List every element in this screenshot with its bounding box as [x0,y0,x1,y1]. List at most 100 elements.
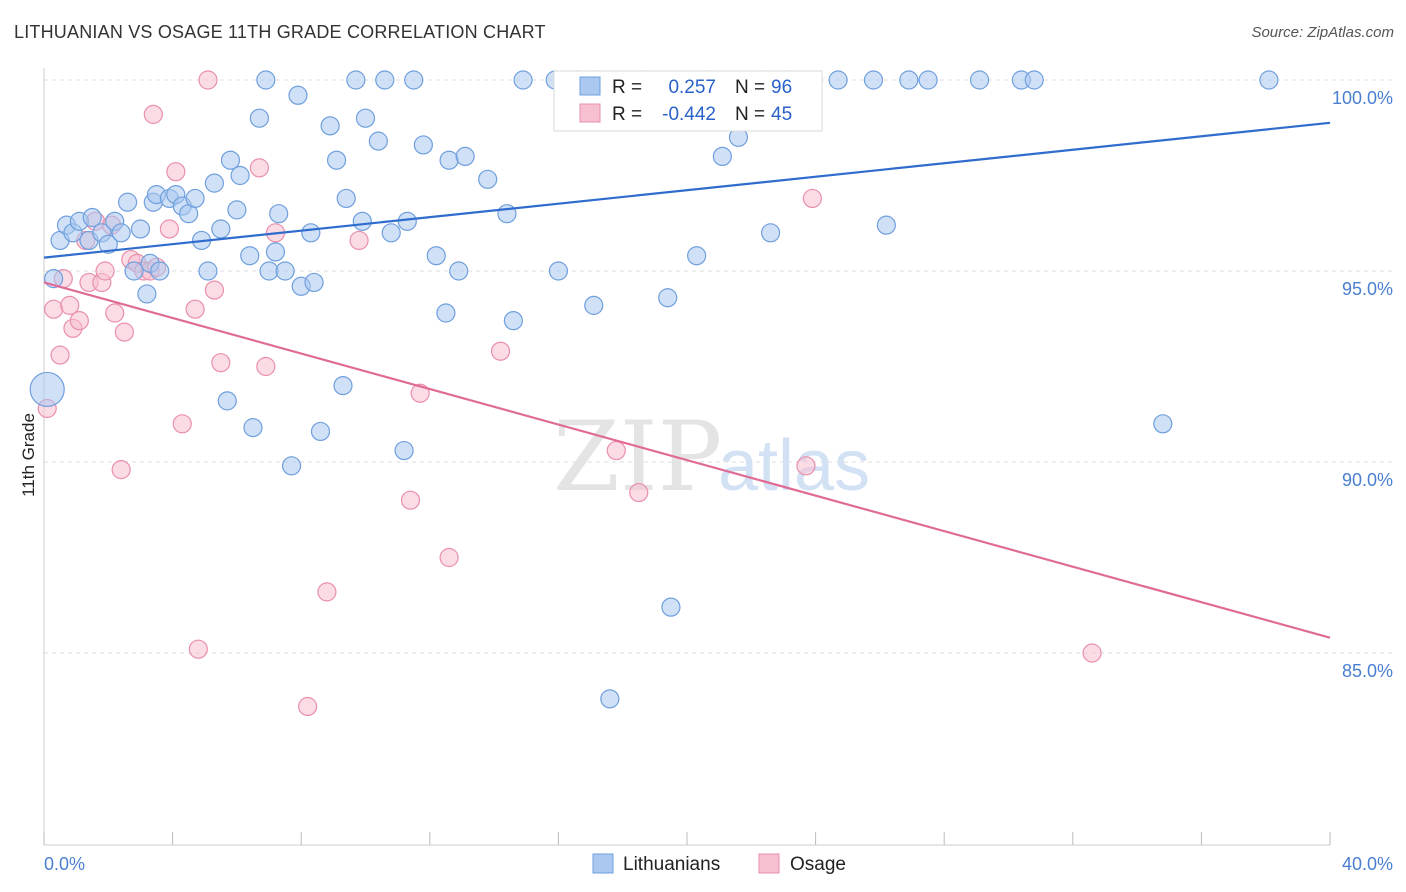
lithuanian-point [301,223,321,243]
lithuanian-point [1153,414,1173,434]
x-tick-label-max: 40.0% [1342,854,1393,874]
lithuanian-point [249,108,270,128]
y-tick-label: 90.0% [1342,470,1393,490]
lithuanian-point [1024,70,1044,90]
lithuanian-point [124,261,144,281]
lithuanian-point [397,211,417,231]
osage-point [50,345,70,365]
osage-point [349,230,369,251]
lithuanian-point [217,391,237,411]
lithuanian-point [98,234,118,254]
lithuanian-point [333,376,353,396]
osage-point [111,460,131,480]
lithuanian-point [876,215,896,235]
lithuanian-point [658,288,678,308]
lithuanian-point [117,192,138,212]
lithuanian-point [368,131,388,151]
lithuanian-point [265,242,286,262]
osage-point [256,356,276,377]
y-tick-label: 95.0% [1342,279,1393,299]
lithuanian-trend-line [43,121,1331,259]
y-axis-label: 11th Grade [19,413,38,497]
lithuanian-point [243,418,263,438]
lithuanian-point [381,223,401,243]
osage-point [95,261,115,281]
lithuanian-point [211,219,231,239]
lithuanian-point [436,303,456,323]
stats-r-label-1: R = [612,77,642,98]
lithuanian-point [455,146,475,166]
osage-point [211,353,231,373]
osage-point [249,158,270,178]
lithuanian-point [899,70,919,90]
osage-point [69,311,89,331]
lithuanian-point [29,371,65,408]
lithuanian-point [687,246,707,266]
lithuanian-point [375,70,395,90]
lithuanian-point [346,70,366,90]
lithuanian-point [185,188,205,209]
lithuanian-point [259,261,279,281]
lithuanian-point [413,135,433,155]
lithuanian-point [449,261,469,281]
legend-label-lithuanians: Lithuanians [623,854,720,875]
lithuanian-point [548,261,569,281]
lithuanian-point [969,70,990,90]
lithuanian-point [336,188,356,209]
stats-n-value-2: 45 [771,104,792,125]
lithuanian-point [150,261,170,281]
lithuanian-point [204,173,224,193]
osage-point [159,219,179,239]
osage-point [606,440,626,461]
lithuanian-point [503,311,523,331]
lithuanian-point [394,440,414,461]
y-tick-labels: 85.0% 90.0% 95.0% 100.0% [1332,88,1393,681]
osage-point [298,696,318,717]
stats-r-value-2: -0.442 [662,104,716,125]
lithuanian-point [256,70,276,90]
lithuanian-point [513,70,533,90]
watermark-atlas: atlas [718,426,870,506]
lithuanian-point [760,223,781,243]
osage-point [629,482,649,503]
stats-swatch-lithuanians [579,76,601,96]
stats-swatch-osage [579,103,601,123]
lithuanian-point [275,261,295,281]
osage-point [204,280,224,300]
lithuanian-point [478,169,498,189]
lithuanian-point [137,284,157,304]
x-tick-marks [43,832,1331,845]
lithuanian-point [828,70,848,90]
osage-point [188,639,208,659]
lithuanian-point [584,295,604,315]
lithuanian-point [230,165,250,186]
lithuanian-point [918,70,938,90]
lithuanian-point [310,421,331,442]
osage-point [185,299,205,319]
stats-r-value-1: 0.257 [668,77,716,98]
source-note: Source: ZipAtlas.com [1251,24,1394,41]
osage-point [1082,643,1102,663]
lithuanian-point [269,204,289,224]
osage-point [490,341,511,361]
lithuanian-point [661,597,681,617]
stats-n-label-2: N = [735,104,765,125]
osage-point [802,188,822,209]
osage-point [143,104,163,124]
gridlines [44,79,1393,654]
osage-point [60,295,80,315]
legend-label-osage: Osage [790,854,846,875]
lithuanian-point [863,70,884,90]
lithuanian-point [439,150,459,170]
lithuanian-point [320,116,340,136]
osage-trend-line [43,281,1331,639]
lithuanian-point [304,272,324,293]
lithuanian-point [1259,70,1279,90]
legend: Lithuanians Osage [592,853,846,875]
legend-swatch-osage [758,853,780,874]
osage-point [114,322,134,342]
stats-box: R = 0.257 N = 96 R = -0.442 N = 45 [553,70,823,132]
lithuanian-point [130,219,151,239]
lithuanian-point [281,456,302,476]
